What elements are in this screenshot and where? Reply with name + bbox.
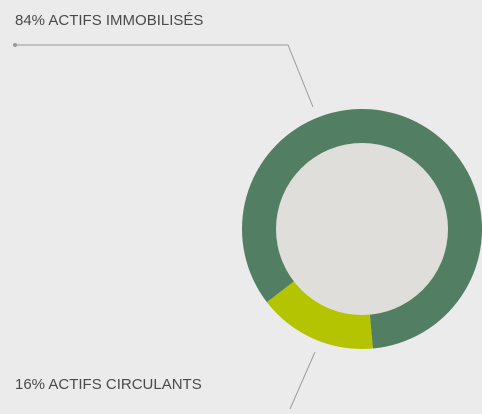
leader-line	[15, 44, 314, 108]
slice-label: 84% ACTIFS IMMOBILISÉS	[15, 12, 203, 29]
category-label: ACTIFS CIRCULANTS	[48, 376, 201, 393]
value-label: 84%	[15, 12, 45, 29]
leader-dot	[13, 43, 17, 47]
slice-label: 16% ACTIFS CIRCULANTS	[15, 376, 202, 393]
donut-hole	[276, 143, 448, 315]
category-label: ACTIFS IMMOBILISÉS	[48, 12, 203, 29]
leader-line	[289, 351, 316, 410]
value-label: 16%	[15, 376, 45, 393]
